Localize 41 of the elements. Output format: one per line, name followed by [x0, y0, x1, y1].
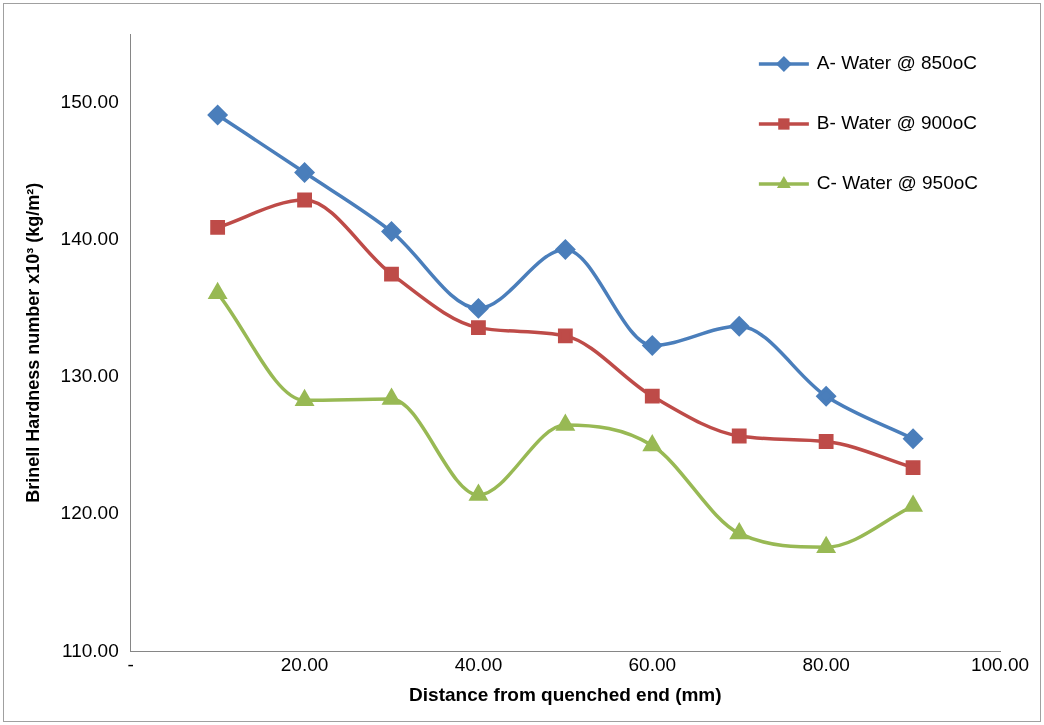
point	[471, 320, 486, 336]
point	[904, 496, 922, 512]
point	[381, 221, 402, 242]
point	[469, 485, 488, 501]
point	[817, 537, 835, 553]
point	[294, 162, 315, 183]
x-tick-label: 60.00	[628, 654, 677, 676]
point	[297, 192, 312, 208]
x-tick-label: 100.00	[970, 654, 1030, 676]
point	[903, 428, 923, 449]
point	[643, 435, 661, 452]
point	[730, 523, 748, 540]
y-tick-label: 140.00	[60, 228, 119, 250]
point	[207, 105, 228, 125]
legend-label: A- Water @ 850oC	[816, 52, 977, 74]
point	[555, 239, 576, 260]
point	[816, 386, 836, 406]
point	[468, 298, 489, 319]
y-tick-label: 120.00	[60, 502, 119, 524]
y-tick-label: 130.00	[60, 365, 119, 387]
y-axis-title: Brinell Hardness number x10³ (kg/m²)	[22, 182, 43, 503]
legend-label: B- Water @ 900oC	[816, 112, 977, 134]
x-tick-label: 40.00	[454, 654, 503, 676]
x-axis-title: Distance from quenched end (mm)	[409, 683, 722, 705]
point	[382, 389, 401, 405]
legend-label: C- Water @ 950oC	[816, 172, 979, 194]
y-tick-label: 150.00	[60, 90, 119, 112]
point	[556, 415, 575, 431]
point	[642, 335, 663, 356]
point	[731, 428, 747, 444]
x-tick-label: 80.00	[802, 654, 850, 676]
point	[818, 434, 834, 449]
y-tick-label: 110.00	[62, 639, 119, 661]
point	[210, 220, 226, 235]
point	[905, 460, 921, 475]
point	[384, 266, 399, 282]
point	[729, 316, 749, 336]
point	[644, 388, 660, 404]
x-tick-label: 20.00	[280, 654, 329, 676]
point	[557, 328, 573, 344]
x-tick-label: -	[127, 654, 134, 676]
